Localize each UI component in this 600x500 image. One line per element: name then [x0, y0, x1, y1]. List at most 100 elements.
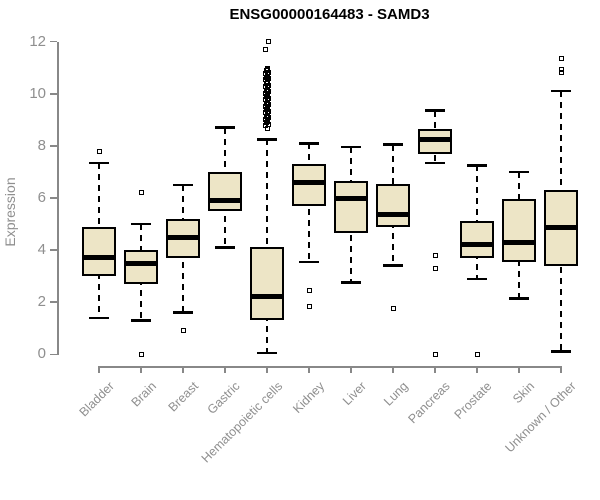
outlier-point: [432, 265, 438, 271]
y-axis-line: [57, 41, 59, 356]
outlier-point: [180, 328, 186, 334]
median-line: [208, 198, 242, 204]
median-line: [418, 136, 452, 142]
y-tick-label: 4: [37, 241, 46, 259]
median-line: [502, 239, 536, 245]
median-line: [544, 225, 578, 231]
x-tick-label-prostate: Prostate: [452, 379, 495, 422]
y-tick-label: 2: [37, 293, 46, 311]
y-tick-label: 12: [29, 32, 46, 50]
x-axis-tick: [308, 366, 310, 373]
x-tick-label-kidney: Kidney: [289, 379, 327, 416]
whisker-cap-low: [509, 297, 529, 300]
whisker-cap-high: [341, 145, 361, 149]
median-line: [166, 234, 200, 240]
x-tick-label-breast: Breast: [165, 379, 201, 415]
x-axis-tick: [476, 366, 478, 373]
box-bladder: [82, 226, 116, 277]
x-axis-tick: [392, 366, 394, 373]
x-axis-tick: [560, 366, 562, 373]
whisker-cap-high: [383, 143, 403, 146]
outlier-point: [138, 190, 144, 196]
x-tick-label-brain: Brain: [128, 379, 159, 410]
outlier-point: [264, 65, 270, 71]
y-axis-tick: [50, 301, 57, 303]
whisker-cap-low: [467, 277, 487, 280]
box-liver: [334, 181, 368, 234]
y-tick-label: 8: [37, 136, 46, 154]
y-axis-tick: [50, 93, 57, 95]
box-kidney: [292, 164, 326, 206]
outlier-point: [138, 351, 144, 357]
x-axis-line: [98, 366, 562, 368]
outlier-point: [474, 351, 480, 357]
y-axis-label: Expression: [2, 177, 18, 247]
whisker-cap-low: [551, 350, 571, 353]
y-axis-tick: [50, 353, 57, 356]
outlier-point: [266, 39, 272, 45]
whisker-cap-low: [89, 316, 109, 320]
x-axis-tick: [518, 366, 520, 373]
whisker-cap-high: [425, 109, 445, 112]
whisker-cap-low: [299, 260, 319, 264]
median-line: [334, 195, 368, 201]
y-tick-label: 6: [37, 189, 46, 206]
whisker-cap-low: [131, 319, 151, 322]
x-axis-tick: [224, 366, 226, 373]
outlier-point: [432, 351, 438, 357]
box-brain: [124, 250, 158, 284]
median-line: [124, 260, 158, 266]
outlier-point: [558, 70, 564, 76]
whisker-cap-high: [131, 222, 151, 226]
y-axis-tick: [50, 197, 57, 199]
x-axis-tick: [182, 366, 184, 373]
whisker-cap-low: [341, 281, 361, 284]
y-axis-tick: [50, 40, 57, 43]
x-axis-tick: [266, 366, 268, 373]
median-line: [292, 179, 326, 185]
whisker-cap-high: [257, 138, 277, 141]
whisker-cap-low: [383, 264, 403, 267]
whisker-cap-low: [257, 351, 277, 355]
x-tick-label-lung: Lung: [381, 379, 411, 409]
outlier-point: [96, 148, 102, 154]
box-hematopoietic-cells: [250, 247, 284, 321]
outlier-point: [262, 47, 268, 52]
whisker-cap-high: [89, 161, 109, 165]
y-axis-tick: [50, 249, 57, 251]
x-tick-label-gastric: Gastric: [205, 379, 243, 417]
median-line: [82, 255, 116, 261]
x-tick-label-skin: Skin: [509, 379, 537, 407]
box-gastric: [208, 171, 242, 211]
outlier-point: [558, 56, 564, 62]
x-axis-tick: [98, 366, 100, 373]
whisker-cap-high: [299, 142, 319, 145]
x-axis-tick: [140, 366, 142, 373]
chart-title: ENSG00000164483 - SAMD3: [229, 6, 430, 23]
whisker-cap-low: [215, 246, 235, 249]
median-line: [250, 294, 284, 300]
x-axis-tick: [434, 366, 436, 373]
whisker-line: [266, 139, 268, 353]
y-tick-label: 0: [37, 345, 46, 363]
box-prostate: [460, 221, 494, 258]
whisker-cap-high: [173, 183, 193, 187]
y-axis-tick: [50, 145, 57, 147]
y-tick-label: 10: [29, 84, 46, 102]
x-tick-label-hematopoietic-cells: Hematopoietic cells: [198, 379, 285, 466]
box-skin: [502, 199, 536, 262]
x-tick-label-liver: Liver: [339, 379, 369, 409]
box-lung: [376, 183, 410, 227]
whisker-cap-high: [509, 170, 529, 174]
outlier-point: [432, 252, 438, 258]
outlier-point: [306, 303, 312, 309]
whisker-cap-low: [425, 161, 445, 165]
outlier-point: [306, 287, 312, 293]
x-axis-tick: [350, 366, 352, 373]
whisker-cap-low: [173, 311, 193, 314]
x-tick-label-bladder: Bladder: [76, 379, 117, 420]
median-line: [376, 212, 410, 218]
outlier-point: [265, 67, 271, 73]
whisker-cap-high: [215, 126, 235, 129]
